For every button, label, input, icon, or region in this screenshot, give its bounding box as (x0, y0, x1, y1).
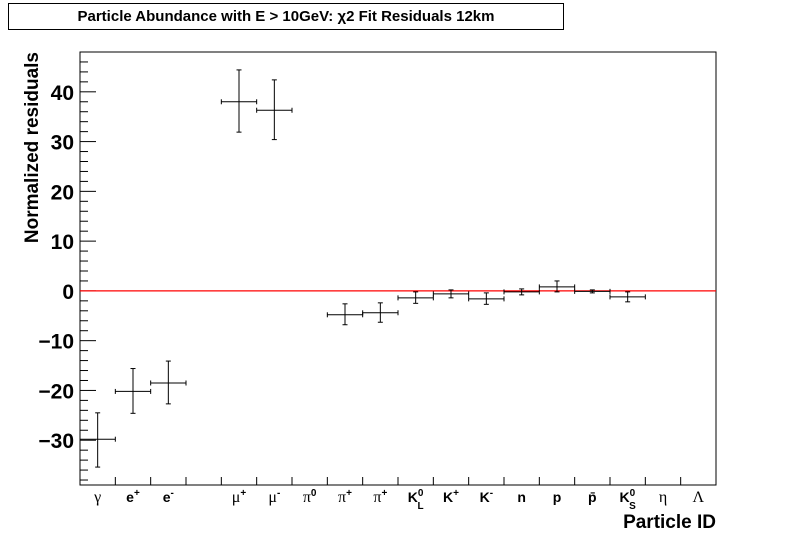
x-category-label: π0 (303, 488, 317, 506)
x-category-label: K0 L (408, 488, 424, 512)
x-category-label: e- (163, 488, 174, 505)
y-tick-label: −10 (38, 331, 74, 354)
y-tick-label: 0 (62, 281, 74, 304)
y-tick-label: 40 (51, 82, 74, 105)
x-category-label: μ- (268, 488, 280, 506)
x-category-label: π+ (338, 488, 352, 506)
data-point (503, 288, 540, 296)
data-point (538, 280, 576, 293)
data-points (79, 69, 646, 468)
data-point (220, 69, 258, 133)
data-point (79, 412, 116, 468)
y-tick-label: 30 (51, 132, 74, 155)
y-tick-label: −20 (38, 380, 74, 403)
y-tick-label: −30 (38, 430, 74, 453)
x-category-label: p (553, 489, 562, 505)
data-point (574, 288, 611, 294)
x-category-label: π+ (373, 488, 387, 506)
x-category-label: γ (93, 489, 101, 506)
x-axis-title: Particle ID (623, 512, 716, 533)
y-tick-label: 10 (51, 231, 74, 254)
x-axis-ticks (114, 477, 682, 485)
data-point (256, 79, 293, 141)
x-category-label: K- (480, 488, 493, 505)
data-point (432, 289, 470, 299)
x-category-label: p̄ (588, 489, 597, 505)
x-category-labels: γ e+ e-μ+ μ-π0 π+ π+ K0 L K+ K-n p p̄ K0 S η Λ (93, 488, 704, 512)
x-category-label: μ+ (232, 488, 247, 506)
data-point (609, 291, 646, 303)
data-point (397, 291, 434, 304)
x-category-label: K+ (443, 488, 459, 505)
data-point (468, 292, 505, 305)
y-tick-labels: 40 30 20 10 0 −10 −20 −30 (38, 82, 74, 453)
data-point (150, 360, 187, 405)
y-axis-ticks (80, 51, 96, 481)
data-point (326, 303, 364, 326)
x-category-label: η (659, 489, 667, 506)
y-tick-label: 20 (51, 181, 74, 204)
data-point (362, 302, 399, 323)
y-axis-title: Normalized residuals (22, 52, 43, 243)
x-category-label: Λ (693, 489, 705, 506)
data-point (114, 368, 152, 414)
x-category-label: n (517, 489, 526, 505)
x-category-label: K0 S (619, 488, 636, 512)
x-category-label: e+ (126, 488, 140, 505)
chart-title: Particle Abundance with E > 10GeV: χ2 Fi… (8, 3, 564, 30)
plot-frame (79, 51, 717, 486)
